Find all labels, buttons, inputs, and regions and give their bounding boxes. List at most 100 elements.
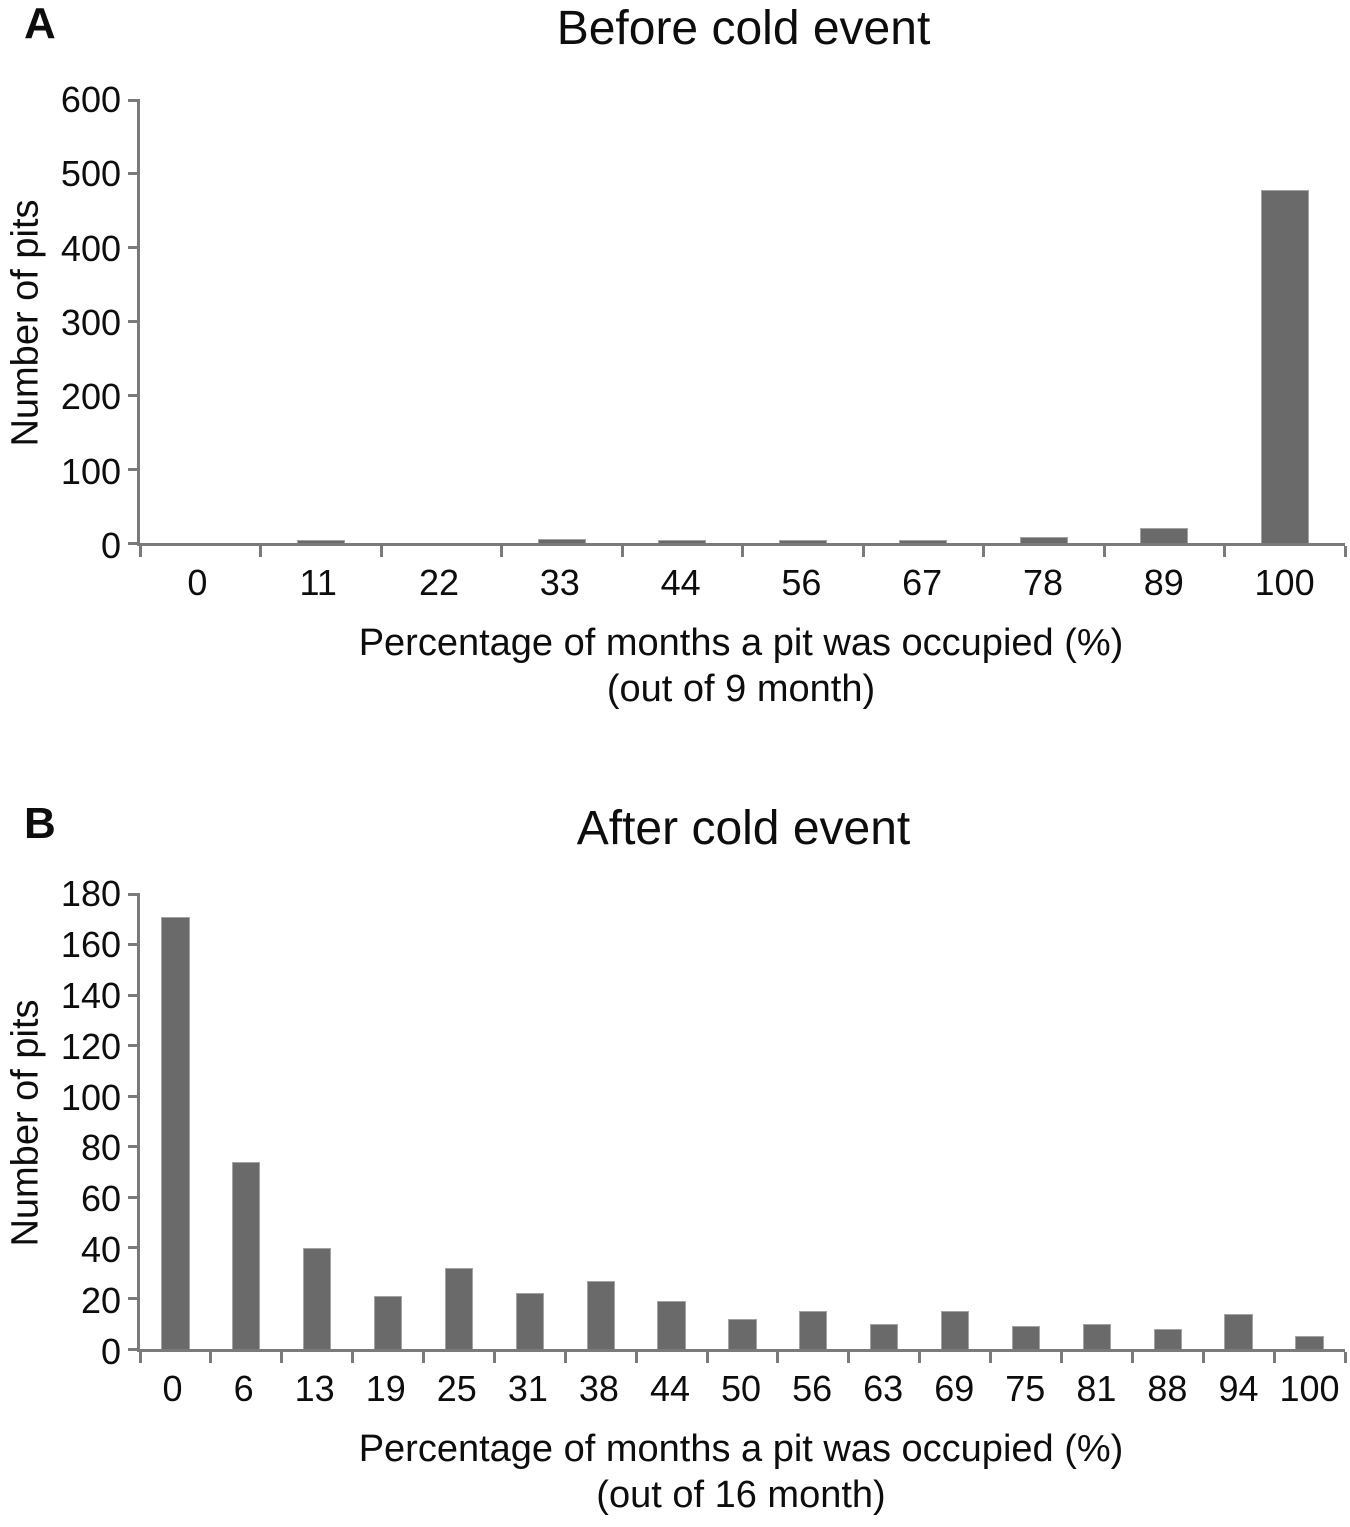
x-tick-label: 56 (792, 1368, 833, 1409)
y-tick-label: 600 (60, 79, 121, 120)
x-tick-mark (982, 546, 985, 557)
y-tick-mark (128, 98, 140, 102)
y-tick-label: 0 (100, 525, 121, 566)
x-tick-label: 78 (1022, 562, 1063, 603)
panel-b-bars (140, 894, 1345, 1349)
x-tick-mark (259, 546, 262, 557)
x-tick-mark (1272, 1352, 1276, 1363)
x-tick-label: 22 (418, 562, 460, 603)
y-tick-mark (128, 943, 140, 947)
y-tick-mark (128, 1296, 140, 1300)
x-tick-label: 50 (721, 1368, 762, 1409)
bar-slot (494, 894, 565, 1349)
y-tick-mark (128, 1246, 140, 1250)
x-tick-label: 11 (299, 562, 337, 603)
bar-slot (1061, 894, 1132, 1349)
bar-A-100 (1260, 190, 1309, 543)
x-tick-mark (563, 1352, 567, 1363)
y-tick-mark (128, 541, 140, 545)
panel-b-plot-area (128, 892, 1347, 1363)
bar-B-100 (1295, 1336, 1324, 1349)
x-tick-label: 0 (187, 562, 208, 603)
x-tick-label: 0 (162, 1368, 183, 1409)
bar-A-89 (1140, 528, 1189, 543)
x-tick-label: 13 (294, 1368, 335, 1409)
x-tick-mark (620, 546, 624, 557)
bar-A-11 (296, 540, 345, 543)
bar-B-13 (303, 1247, 332, 1349)
panel-b-y-axis-label: Number of pits (4, 999, 47, 1247)
y-tick-mark (128, 892, 140, 896)
panel-a-ylabel-col: Number of pits (0, 100, 52, 546)
bar-B-94 (1224, 1313, 1253, 1349)
x-tick-mark (1102, 546, 1106, 557)
bar-slot (353, 894, 424, 1349)
bar-slot (1104, 100, 1225, 543)
y-tick-label: 40 (80, 1229, 121, 1271)
bar-B-50 (728, 1318, 757, 1349)
bar-slot (849, 894, 920, 1349)
panel-a-label: A (24, 0, 56, 48)
x-tick-label: 100 (1254, 562, 1315, 603)
bar-slot (261, 100, 382, 543)
x-tick-label: 88 (1147, 1368, 1188, 1409)
bar-slot (1203, 894, 1274, 1349)
y-tick-mark (128, 320, 140, 323)
x-tick-mark (379, 546, 383, 557)
bar-slot (1132, 894, 1203, 1349)
y-tick-label: 140 (60, 974, 121, 1016)
bar-A-78 (1019, 537, 1068, 543)
bar-B-56 (799, 1311, 828, 1349)
bar-slot (565, 894, 636, 1349)
x-tick-label: 67 (902, 562, 943, 603)
bar-B-44 (657, 1300, 686, 1349)
x-tick-label: 6 (233, 1368, 254, 1409)
x-tick-label: 31 (507, 1368, 548, 1409)
y-tick-label: 20 (80, 1280, 121, 1322)
bar-slot (636, 894, 707, 1349)
bar-B-6 (232, 1161, 261, 1349)
x-tick-label: 100 (1279, 1368, 1340, 1409)
y-tick-mark (128, 1195, 140, 1199)
y-tick-label: 300 (60, 302, 121, 343)
x-tick-label: 19 (365, 1368, 406, 1409)
panel-b-title: After cold event (576, 802, 911, 855)
x-tick-mark (492, 1352, 496, 1363)
x-tick-mark (861, 546, 865, 557)
x-tick-label: 33 (539, 562, 580, 603)
panel-b-x-axis-sublabel: (out of 16 month) (596, 1474, 886, 1516)
x-tick-label: 63 (863, 1368, 904, 1409)
bar-slot (991, 894, 1062, 1349)
bar-A-56 (778, 540, 827, 543)
y-tick-label: 60 (80, 1178, 121, 1220)
y-tick-label: 180 (60, 873, 121, 914)
y-tick-label: 120 (60, 1025, 121, 1067)
x-tick-label: 81 (1076, 1368, 1117, 1409)
panel-a-x-axis-sublabel: (out of 9 month) (606, 668, 876, 710)
x-tick-mark (422, 1352, 426, 1363)
x-tick-mark (1130, 1352, 1134, 1363)
bar-B-88 (1153, 1328, 1182, 1349)
x-tick-mark (634, 1352, 638, 1363)
x-tick-mark (138, 546, 142, 557)
y-tick-label: 400 (60, 227, 121, 269)
x-tick-mark (1201, 1352, 1205, 1363)
y-tick-mark (128, 393, 140, 397)
y-tick-mark (128, 246, 140, 250)
bar-slot (1225, 100, 1346, 543)
panel-b-label: B (24, 799, 56, 848)
bar-A-67 (899, 540, 948, 543)
x-tick-label: 38 (578, 1368, 619, 1409)
bar-slot (984, 100, 1105, 543)
x-tick-mark (741, 546, 744, 557)
y-tick-mark (128, 1094, 140, 1098)
panel-a-title: Before cold event (556, 2, 931, 55)
x-tick-label: 94 (1218, 1368, 1259, 1409)
x-tick-mark (918, 1352, 922, 1363)
bar-slot (424, 894, 495, 1349)
bar-B-75 (1011, 1326, 1041, 1349)
panel-b-xtick-labels: 0 6 13 19 25 31 38 44 50 56 63 69 75 81 88 94 100 (137, 1368, 1345, 1410)
bar-slot (622, 100, 743, 543)
x-tick-mark (280, 1352, 284, 1363)
x-tick-mark (1343, 1352, 1347, 1363)
